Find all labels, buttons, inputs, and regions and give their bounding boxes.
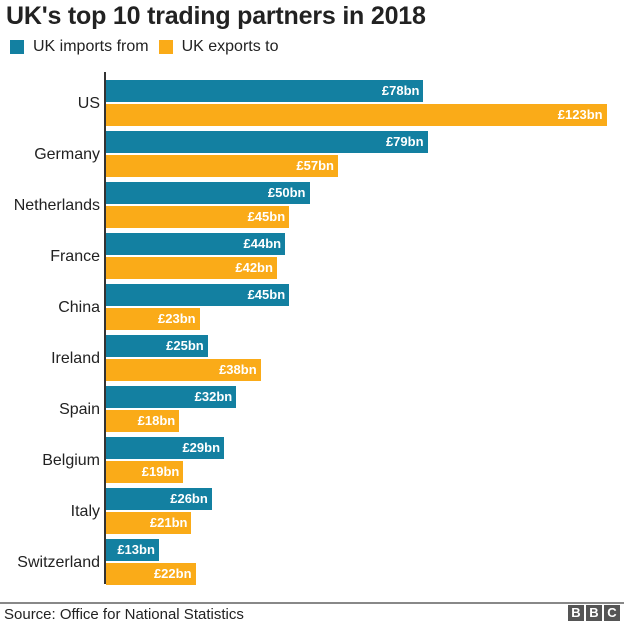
bar-group: France £44bn £42bn	[0, 233, 624, 281]
category-label: Germany	[34, 146, 100, 163]
bar-group: China £45bn £23bn	[0, 284, 624, 332]
category-label: Italy	[70, 503, 100, 520]
category-label: Belgium	[42, 452, 100, 469]
bbc-logo-b1: B	[568, 605, 584, 621]
bar-group: Netherlands £50bn £45bn	[0, 182, 624, 230]
bbc-logo-b2: B	[586, 605, 602, 621]
exports-bar: £45bn	[106, 206, 290, 228]
exports-bar: £38bn	[106, 359, 261, 381]
category-label: France	[50, 248, 100, 265]
category-label: Switzerland	[17, 554, 100, 571]
bbc-logo-c: C	[604, 605, 620, 621]
exports-bar: £18bn	[106, 410, 180, 432]
imports-swatch	[10, 40, 24, 54]
imports-bar: £32bn	[106, 386, 237, 408]
bar-group: US £78bn £123bn	[0, 80, 624, 128]
bar-group: Italy £26bn £21bn	[0, 488, 624, 536]
legend-label-imports: UK imports from	[33, 38, 149, 55]
imports-bar: £50bn	[106, 182, 310, 204]
imports-bar: £13bn	[106, 539, 159, 561]
imports-bar: £78bn	[106, 80, 424, 102]
imports-bar: £44bn	[106, 233, 286, 255]
bbc-logo: B B C	[566, 605, 620, 621]
bar-group: Belgium £29bn £19bn	[0, 437, 624, 485]
imports-bar: £25bn	[106, 335, 208, 357]
footer-divider	[0, 602, 624, 604]
legend: UK imports from UK exports to	[10, 38, 289, 56]
imports-bar: £26bn	[106, 488, 212, 510]
bar-group: Ireland £25bn £38bn	[0, 335, 624, 383]
bar-group: Germany £79bn £57bn	[0, 131, 624, 179]
category-label: China	[58, 299, 100, 316]
category-label: Spain	[59, 401, 100, 418]
bar-group: Switzerland £13bn £22bn	[0, 539, 624, 587]
chart-title: UK's top 10 trading partners in 2018	[6, 2, 426, 30]
exports-bar: £22bn	[106, 563, 196, 585]
exports-bar: £57bn	[106, 155, 338, 177]
imports-bar: £79bn	[106, 131, 428, 153]
category-label: Ireland	[51, 350, 100, 367]
imports-bar: £29bn	[106, 437, 225, 459]
bar-group: Spain £32bn £18bn	[0, 386, 624, 434]
category-label: US	[77, 95, 100, 112]
exports-swatch	[158, 40, 173, 54]
exports-bar: £42bn	[106, 257, 277, 279]
source-note: Source: Office for National Statistics	[4, 606, 244, 623]
legend-item-exports: UK exports to	[158, 38, 279, 56]
legend-item-imports: UK imports from	[10, 38, 149, 56]
exports-bar: £21bn	[106, 512, 192, 534]
legend-label-exports: UK exports to	[181, 38, 279, 55]
exports-bar: £23bn	[106, 308, 200, 330]
imports-bar: £45bn	[106, 284, 290, 306]
exports-bar: £123bn	[106, 104, 607, 126]
category-label: Netherlands	[13, 197, 100, 214]
y-axis-line	[104, 72, 106, 584]
exports-bar: £19bn	[106, 461, 184, 483]
